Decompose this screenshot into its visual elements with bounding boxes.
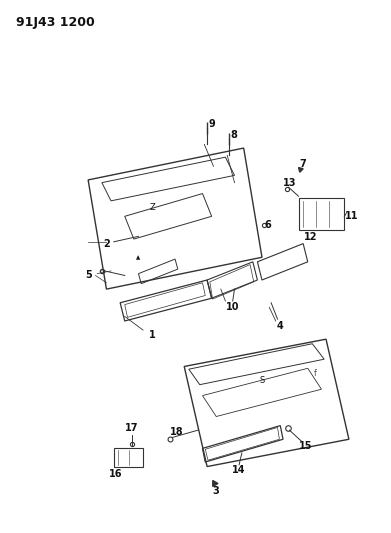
Text: 16: 16 xyxy=(109,469,122,479)
Text: 6: 6 xyxy=(264,221,271,230)
Text: 17: 17 xyxy=(125,423,139,433)
Text: f: f xyxy=(314,369,317,378)
Text: 91J43 1200: 91J43 1200 xyxy=(16,16,94,29)
Text: 12: 12 xyxy=(304,232,317,243)
Text: ▲: ▲ xyxy=(136,255,141,260)
Text: 8: 8 xyxy=(230,131,237,140)
Text: 9: 9 xyxy=(208,119,215,130)
Text: 14: 14 xyxy=(232,465,246,475)
Text: 15: 15 xyxy=(299,441,313,450)
Text: 7: 7 xyxy=(300,158,307,168)
Text: 13: 13 xyxy=(283,177,296,188)
Text: 2: 2 xyxy=(103,239,110,248)
Text: 5: 5 xyxy=(85,270,91,280)
Text: Z: Z xyxy=(149,203,155,212)
Text: S: S xyxy=(259,376,265,385)
Text: 4: 4 xyxy=(277,320,283,330)
Text: 1: 1 xyxy=(149,329,156,340)
Text: 11: 11 xyxy=(345,211,359,221)
Text: 10: 10 xyxy=(226,302,239,312)
Text: 3: 3 xyxy=(213,486,220,496)
Text: 18: 18 xyxy=(170,427,184,437)
